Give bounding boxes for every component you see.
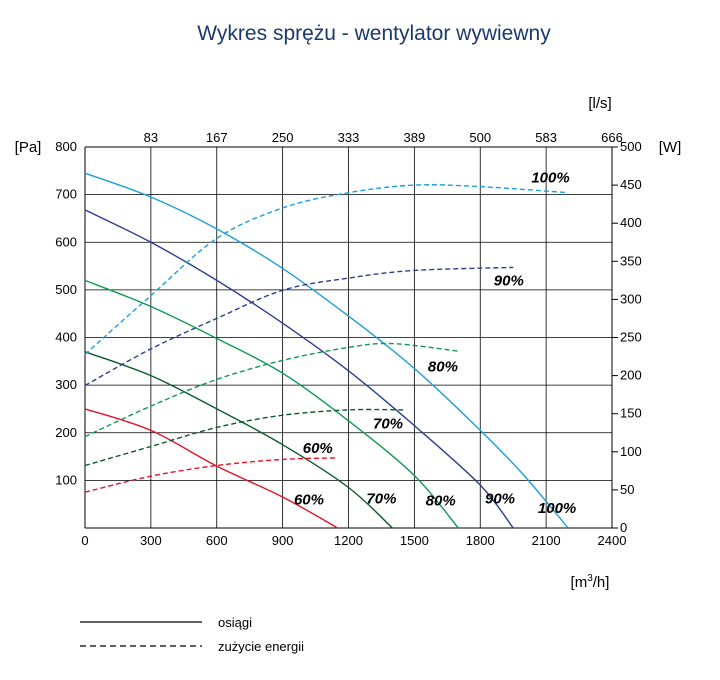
y-left-tick-label: 500	[55, 282, 77, 297]
y-right-tick-label: 400	[620, 215, 642, 230]
x-top-tick-label: 83	[144, 130, 158, 145]
right-axis-unit: [W]	[659, 139, 682, 156]
y-right-tick-label: 150	[620, 406, 642, 421]
bottom-axis-unit: [m3/h]	[571, 573, 610, 591]
power-curve-80pct	[84, 342, 459, 438]
x-tick-label: 900	[272, 533, 294, 548]
bottom-axis-unit-base: [m	[571, 574, 588, 591]
legend: osiągi zużycie energii	[80, 615, 304, 654]
x-top-tick-label: 333	[338, 130, 360, 145]
curve-label-60pct: 60%	[294, 491, 324, 508]
curve-label-70pct: 70%	[366, 490, 396, 507]
curve-label-70pct: 70%	[373, 416, 403, 433]
y-right-tick-label: 500	[620, 139, 642, 154]
y-left-tick-label: 200	[55, 425, 77, 440]
y-right-tick-label: 50	[620, 482, 634, 497]
y-left-tick-label: 600	[55, 234, 77, 249]
pressure-curve-60pct	[84, 408, 338, 529]
curve-label-90pct: 90%	[485, 490, 515, 507]
pressure-curve-100pct	[84, 172, 569, 529]
x-tick-label: 600	[206, 533, 228, 548]
y-right-tick-label: 0	[620, 520, 627, 535]
curve-label-100pct: 100%	[531, 169, 569, 186]
x-tick-label: 300	[140, 533, 162, 548]
x-tick-label: 2100	[532, 533, 561, 548]
y-right-tick-label: 300	[620, 291, 642, 306]
y-right-tick-label: 250	[620, 330, 642, 345]
curve-label-90pct: 90%	[494, 272, 524, 289]
power-curve-70pct	[84, 408, 404, 467]
series	[84, 172, 569, 529]
pressure-curve-70pct	[84, 351, 393, 529]
y-right-tick-label: 450	[620, 177, 642, 192]
y-left-tick-label: 300	[55, 377, 77, 392]
power-curve-60pct	[84, 457, 338, 493]
curve-label-60pct: 60%	[303, 440, 333, 457]
y-right-tick-label: 350	[620, 253, 642, 268]
y-right-tick-label: 100	[620, 444, 642, 459]
y-left-tick-label: 400	[55, 330, 77, 345]
x-tick-label: 1200	[334, 533, 363, 548]
x-tick-label: 1500	[400, 533, 429, 548]
left-axis-unit: [Pa]	[15, 139, 42, 156]
legend-label-zuzycie: zużycie energii	[218, 639, 304, 654]
y-right-tick-label: 200	[620, 368, 642, 383]
pressure-curve-90pct	[84, 209, 514, 529]
x-tick-label: 1800	[466, 533, 495, 548]
x-top-tick-label: 583	[535, 130, 557, 145]
x-top-tick-label: 167	[206, 130, 228, 145]
grid	[85, 146, 612, 528]
series-labels: 100% 90% 80% 70% 60% 100% 90% 80% 70% 60%	[294, 169, 576, 517]
x-tick-label: 0	[81, 533, 88, 548]
legend-label-osiagi: osiągi	[218, 615, 252, 630]
y-left-tick-label: 800	[55, 139, 77, 154]
bottom-axis-unit-sup: 3	[587, 573, 593, 584]
y-left-tick-label: 700	[55, 187, 77, 202]
top-axis-unit: [l/s]	[588, 95, 611, 112]
x-top-tick-label: 666	[601, 130, 623, 145]
x-top-tick-label: 500	[469, 130, 491, 145]
bottom-axis-unit-tail: /h]	[593, 574, 610, 591]
curve-label-80pct: 80%	[428, 358, 458, 375]
curve-label-100pct: 100%	[538, 500, 576, 517]
x-top-tick-label: 250	[272, 130, 294, 145]
power-curve-100pct	[84, 184, 569, 355]
curve-label-80pct: 80%	[426, 492, 456, 509]
x-tick-label: 2400	[598, 533, 627, 548]
power-curve-90pct	[84, 266, 514, 387]
y-left-tick-label: 100	[55, 472, 77, 487]
x-top-tick-label: 389	[404, 130, 426, 145]
pressure-curve-80pct	[84, 279, 459, 529]
chart-title: Wykres sprężu - wentylator wywiewny	[197, 22, 551, 45]
